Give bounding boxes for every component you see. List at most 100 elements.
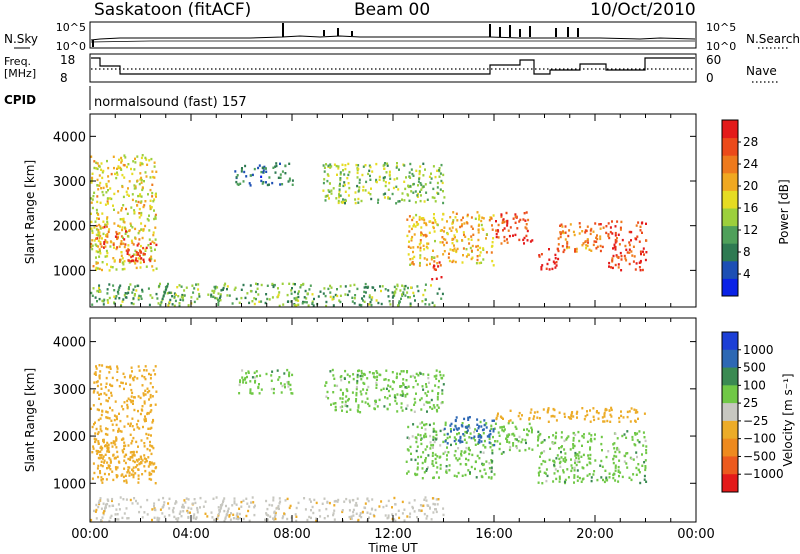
range-cell — [98, 499, 101, 503]
range-cell — [466, 426, 469, 429]
range-cell — [469, 432, 472, 435]
range-cell — [330, 286, 333, 289]
range-cell — [403, 180, 406, 183]
range-cell — [410, 408, 413, 412]
range-cell — [464, 473, 467, 477]
range-cell — [619, 471, 622, 474]
range-cell — [253, 513, 256, 517]
range-cell — [274, 511, 277, 515]
range-cell — [91, 231, 94, 234]
range-cell — [538, 254, 541, 257]
range-cell — [511, 421, 514, 424]
range-cell — [599, 237, 602, 241]
range-cell — [376, 375, 379, 378]
range-cell — [503, 235, 506, 239]
range-cell — [391, 192, 394, 196]
range-cell — [129, 498, 132, 502]
range-cell — [101, 478, 104, 481]
range-cell — [416, 383, 419, 386]
range-cell — [150, 409, 153, 412]
range-cell — [645, 451, 648, 455]
range-cell — [107, 499, 110, 502]
range-cell — [265, 293, 268, 296]
range-cell — [95, 244, 98, 248]
range-cell — [116, 367, 119, 370]
range-cell — [515, 427, 518, 430]
range-cell — [401, 394, 404, 397]
range-cell — [93, 437, 96, 440]
range-cell — [246, 502, 249, 505]
range-cell — [215, 297, 218, 300]
range-cell — [175, 293, 177, 296]
range-cell — [424, 432, 427, 436]
range-cell — [540, 266, 543, 269]
range-cell — [525, 441, 527, 445]
range-cell — [361, 173, 364, 177]
range-cell — [357, 201, 360, 204]
range-cell — [155, 195, 157, 198]
range-cell — [395, 166, 398, 169]
range-cell — [123, 245, 126, 249]
range-cell — [442, 440, 445, 444]
range-cell — [266, 284, 269, 287]
range-cell — [639, 229, 642, 232]
range-cell — [160, 300, 163, 304]
range-cell — [247, 370, 250, 373]
range-cell — [145, 459, 148, 463]
range-cell — [327, 397, 330, 400]
range-cell — [446, 436, 449, 440]
range-cell — [416, 445, 419, 448]
range-cell — [624, 244, 627, 248]
range-cell — [286, 300, 289, 303]
range-cell — [335, 164, 338, 168]
range-cell — [141, 473, 144, 476]
range-cell — [431, 301, 434, 304]
range-cell — [645, 222, 647, 225]
range-cell — [564, 225, 567, 228]
range-cell — [430, 284, 432, 287]
range-cell — [636, 411, 639, 414]
range-cell — [183, 289, 186, 292]
range-cell — [384, 192, 387, 195]
range-cell — [108, 417, 111, 420]
range-cell — [299, 286, 302, 289]
range-cell — [105, 393, 108, 397]
range-cell — [574, 459, 577, 462]
range-cell — [158, 284, 161, 288]
range-cell — [459, 435, 462, 439]
range-cell — [233, 497, 236, 500]
range-cell — [280, 382, 282, 385]
range-cell — [415, 440, 418, 444]
range-cell — [98, 223, 101, 227]
range-cell — [265, 513, 268, 516]
range-cell — [368, 164, 371, 167]
range-cell — [121, 185, 124, 189]
range-cell — [268, 503, 271, 507]
range-cell — [620, 269, 623, 272]
range-cell — [350, 517, 353, 520]
range-cell — [555, 457, 558, 460]
range-cell — [278, 507, 280, 511]
range-cell — [138, 510, 141, 514]
range-cell — [429, 181, 432, 184]
range-cell — [416, 195, 419, 198]
range-cell — [111, 376, 114, 380]
range-cell — [398, 200, 401, 203]
range-cell — [543, 450, 546, 453]
range-cell — [495, 229, 498, 232]
range-cell — [406, 404, 409, 407]
range-cell — [92, 287, 95, 290]
range-cell — [563, 439, 566, 443]
range-cell — [477, 244, 479, 248]
range-cell — [91, 229, 94, 233]
range-cell — [99, 470, 101, 473]
range-cell — [431, 460, 434, 463]
range-cell — [364, 506, 367, 510]
y-tick-label: 1000 — [53, 264, 86, 279]
range-cell — [590, 440, 593, 443]
range-cell — [116, 417, 118, 421]
range-cell — [408, 437, 411, 440]
range-cell — [401, 294, 404, 297]
range-cell — [133, 260, 136, 263]
range-cell — [100, 162, 103, 165]
